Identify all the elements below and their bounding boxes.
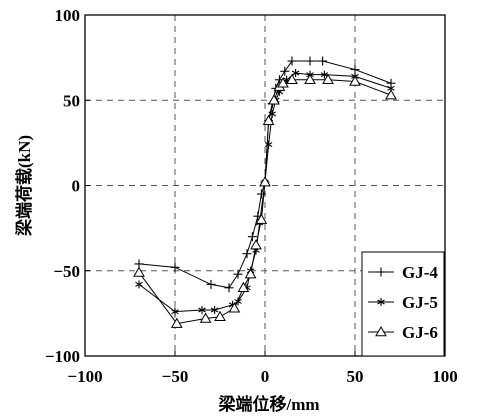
legend-marker — [377, 298, 385, 306]
y-tick-label: −100 — [45, 347, 80, 366]
data-point — [320, 70, 329, 79]
series-layer — [133, 56, 397, 328]
legend-marker — [376, 267, 386, 277]
legend-marker — [375, 325, 387, 337]
data-point — [237, 281, 250, 293]
data-point — [385, 89, 397, 100]
data-point — [264, 140, 273, 149]
data-point — [171, 307, 179, 316]
series-gj-6 — [133, 73, 397, 328]
legend-item-gj-4: GJ-4 — [368, 263, 438, 282]
x-tick-label: 0 — [261, 367, 270, 386]
data-point — [247, 232, 257, 242]
data-point — [206, 279, 216, 289]
ticks-layer: −100 −50 0 50 100 −100 −50 0 50 100 — [45, 6, 458, 386]
data-point — [250, 239, 262, 250]
data-point — [318, 56, 328, 66]
data-point — [233, 269, 243, 279]
data-point — [305, 56, 315, 66]
data-point — [287, 56, 297, 66]
data-point — [259, 176, 271, 187]
x-tick-label: −100 — [67, 367, 102, 386]
data-point — [170, 317, 183, 328]
y-tick-label: 0 — [72, 177, 81, 196]
data-point — [291, 68, 300, 77]
data-point — [255, 213, 268, 224]
data-point — [262, 114, 275, 125]
data-point — [199, 312, 212, 323]
data-point — [214, 310, 226, 322]
data-point — [234, 297, 242, 306]
legend-item-gj-5: GJ-5 — [368, 293, 438, 312]
legend: GJ-4 GJ-5 GJ-6 — [361, 251, 445, 357]
legend-label: GJ-4 — [402, 263, 438, 282]
x-tick-label: 50 — [347, 367, 364, 386]
data-point — [198, 305, 206, 314]
data-point — [228, 302, 241, 313]
y-tick-label: 100 — [55, 6, 81, 25]
data-point — [244, 268, 257, 279]
data-point — [242, 249, 252, 259]
legend-item-gj-6: GJ-6 — [368, 323, 438, 342]
data-point — [170, 262, 180, 272]
legend-box — [361, 251, 445, 357]
data-point — [286, 73, 298, 85]
data-point — [133, 266, 145, 277]
legend-label: GJ-6 — [402, 323, 438, 342]
x-tick-label: −50 — [162, 367, 189, 386]
data-point — [135, 280, 143, 289]
data-point — [322, 73, 334, 85]
x-tick-label: 100 — [432, 367, 458, 386]
data-point — [349, 75, 361, 86]
legend-label: GJ-5 — [402, 293, 438, 312]
data-point — [280, 66, 290, 76]
y-tick-label: 50 — [63, 91, 80, 110]
data-point — [268, 94, 280, 105]
data-point — [210, 305, 219, 314]
data-point — [256, 189, 266, 199]
data-point — [304, 73, 316, 85]
data-point — [224, 283, 234, 293]
y-tick-label: −50 — [53, 262, 80, 281]
data-point — [277, 77, 289, 88]
x-axis-label: 梁端位移/mm — [217, 394, 319, 414]
y-axis-label: 梁端荷载(kN) — [14, 135, 34, 237]
